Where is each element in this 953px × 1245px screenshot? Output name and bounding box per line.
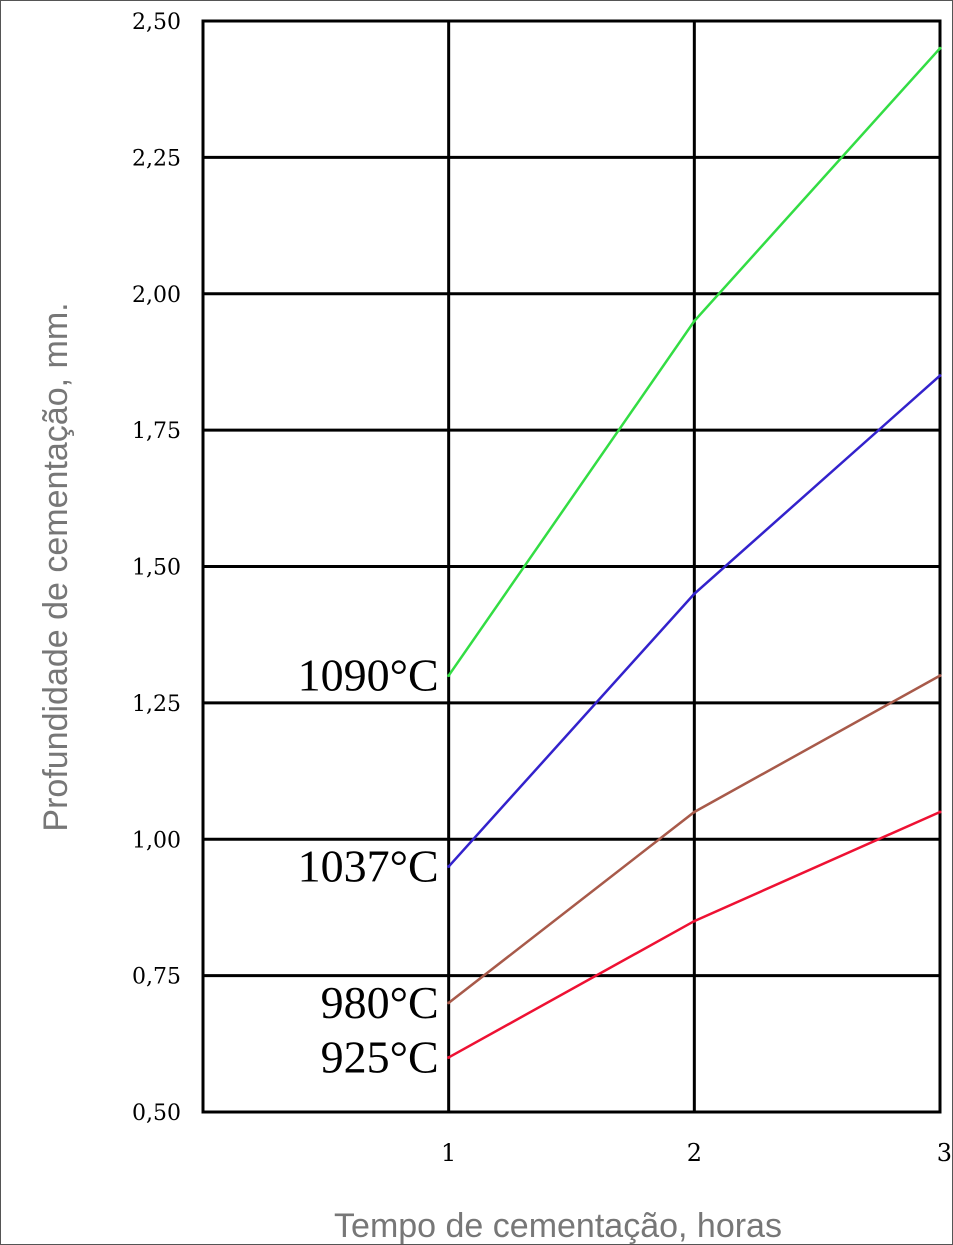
- y-tick-label: 2,50: [132, 10, 181, 35]
- series-label: 1090°C: [298, 650, 439, 701]
- y-tick-label: 0,75: [132, 965, 181, 990]
- series-label: 980°C: [321, 977, 439, 1028]
- series-point: [447, 1001, 451, 1005]
- y-axis-title: Profundidade de cementação, mm.: [37, 302, 75, 831]
- series-layer: [447, 46, 942, 1059]
- y-tick-label: 1,00: [132, 828, 181, 853]
- series-point: [447, 1055, 451, 1059]
- series-label: 1037°C: [298, 841, 439, 892]
- y-tick-label: 1,25: [132, 692, 181, 717]
- y-tick-label: 0,50: [132, 1101, 181, 1126]
- series-point: [938, 674, 942, 678]
- x-tick-label: 1: [441, 1139, 456, 1167]
- series-point: [692, 919, 696, 923]
- series-point: [447, 674, 451, 678]
- series-point: [692, 592, 696, 596]
- series-point: [938, 810, 942, 814]
- y-tick-label: 2,00: [132, 283, 181, 308]
- series-point: [938, 374, 942, 378]
- series-point: [692, 319, 696, 323]
- series-label: 925°C: [321, 1031, 439, 1082]
- x-tick-label: 3: [937, 1139, 952, 1167]
- tick-layer: 0,50 0,75 1,00 1,25 1,50 1,75 2,00 2,25 2,50 1 2 3: [132, 10, 952, 1167]
- y-tick-label: 1,75: [132, 419, 181, 444]
- x-axis-title: Tempo de cementação, horas: [334, 1207, 782, 1244]
- x-tick-label: 2: [687, 1139, 702, 1167]
- grid-layer: [201, 19, 942, 1114]
- series-point: [938, 46, 942, 50]
- series-point: [692, 810, 696, 814]
- series-point: [447, 865, 451, 869]
- y-tick-label: 1,50: [132, 556, 181, 581]
- y-tick-label: 2,25: [132, 146, 181, 171]
